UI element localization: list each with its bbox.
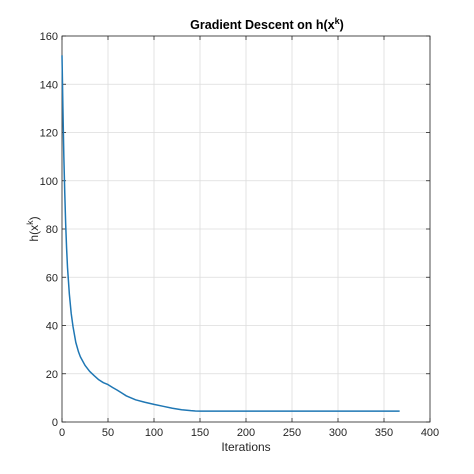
- y-axis-label: h(xk): [25, 216, 41, 241]
- y-tick-label: 160: [40, 31, 58, 43]
- x-axis-label: Iterations: [221, 440, 270, 454]
- x-tick-label: 0: [59, 427, 65, 439]
- x-tick-label: 100: [145, 427, 163, 439]
- y-tick-label: 120: [40, 128, 58, 140]
- x-tick-label: 250: [283, 427, 301, 439]
- x-tick-label: 150: [191, 427, 209, 439]
- y-tick-label: 40: [46, 321, 58, 333]
- y-tick-label: 20: [46, 369, 58, 381]
- x-tick-label: 200: [237, 427, 255, 439]
- y-tick-label: 0: [52, 417, 58, 429]
- axis-ticks: 0 50 100 150 200 250 300 350 400 0 20 40 60 80 100 120 1…: [40, 31, 440, 439]
- y-tick-label: 100: [40, 176, 58, 188]
- y-tick-label: 60: [46, 272, 58, 284]
- y-tick-label: 80: [46, 224, 58, 236]
- x-tick-label: 300: [329, 427, 347, 439]
- x-tick-label: 350: [375, 427, 393, 439]
- x-tick-label: 400: [421, 427, 439, 439]
- y-tick-label: 140: [40, 79, 58, 91]
- series-layer: [61, 55, 400, 412]
- chart-title: Gradient Descent on h(xk): [190, 16, 344, 32]
- x-tick-label: 50: [102, 427, 114, 439]
- series-line-0: [61, 55, 400, 412]
